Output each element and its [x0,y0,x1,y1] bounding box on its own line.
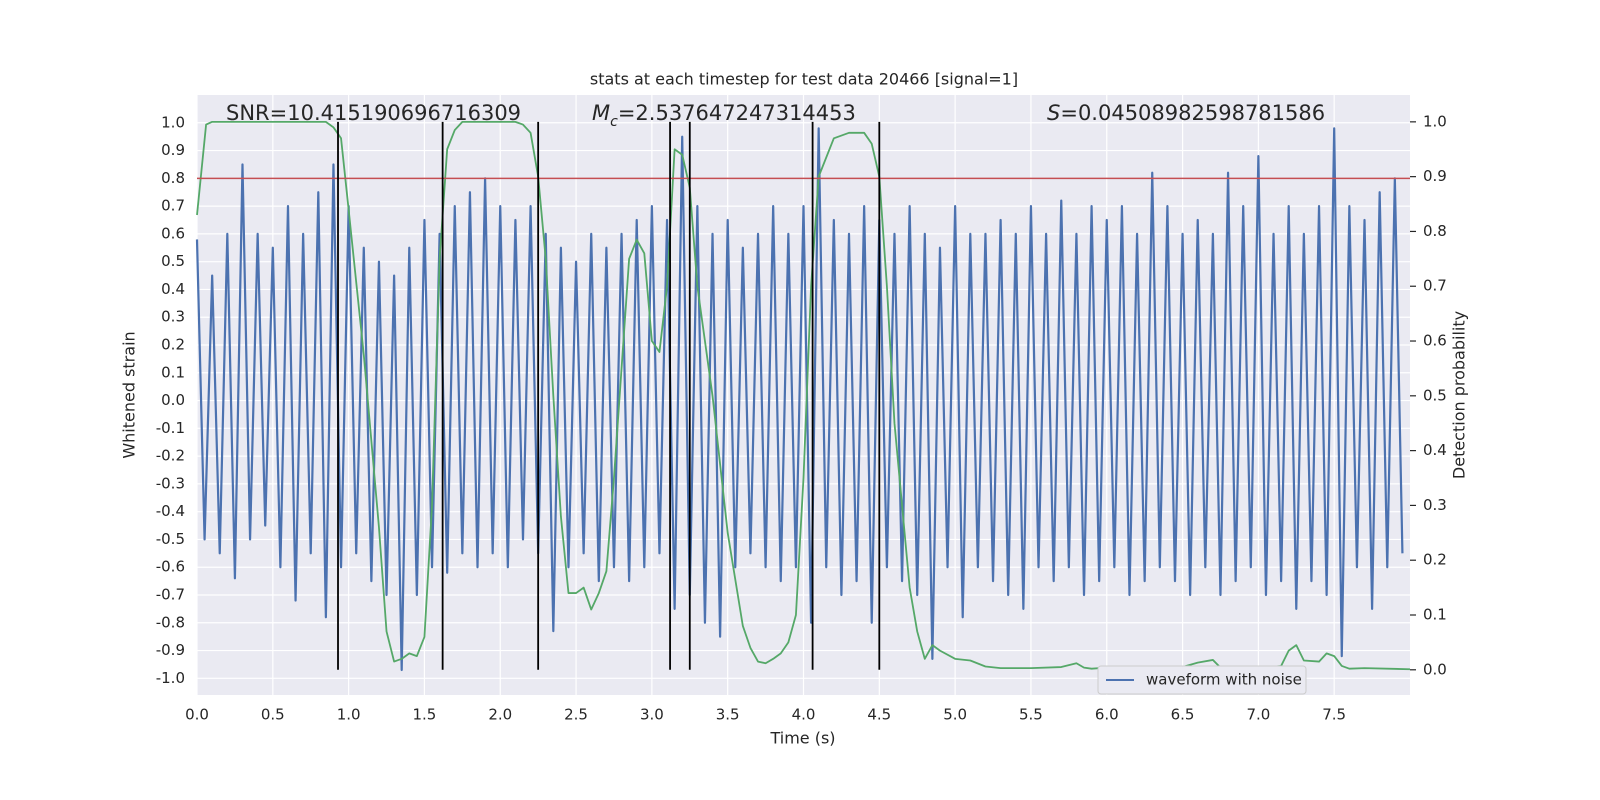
y2-tick-label: 0.2 [1423,551,1447,569]
marks [195,120,1411,672]
y-tick-label: 0.8 [161,169,185,187]
y-tick-label: 0.4 [161,280,185,298]
legend-box [1097,665,1307,695]
y2-tick-label: 0.5 [1423,386,1447,404]
x-tick-label: 6.0 [1095,706,1119,724]
x-tick-label: 0.5 [261,706,285,724]
y2-tick-label: 0.6 [1423,332,1447,350]
y-axis-label: Whitened strain [120,331,139,458]
x-tick-label: 7.0 [1246,706,1270,724]
x-tick-label: 5.0 [943,706,967,724]
y-tick-label: -0.5 [156,530,185,548]
annotation: SNR=10.415190696716309 [226,101,521,125]
y2-tick-label: 0.7 [1423,277,1447,295]
y2-tick-label: 0.0 [1423,660,1447,678]
waveform-line [195,127,1404,672]
y-tick-label: 0.1 [161,363,185,381]
x-tick-label: 7.5 [1322,706,1346,724]
y2-tick-label: 1.0 [1423,112,1447,130]
y2-tick-label: 0.9 [1423,167,1447,185]
y-tick-label: -0.4 [156,502,185,520]
y-tick-label: 0.6 [161,224,185,242]
x-tick-label: 3.5 [716,706,740,724]
y-tick-label: 0.9 [161,141,185,159]
axes: 0.0 0.5 1.0 1.5 2.0 2.5 3.0 3.5 4.0 4.5 5.0 5.5 6.0 6… [156,112,1447,723]
y-tick-label: -0.9 [156,641,185,659]
y-tick-label: -0.1 [156,419,185,437]
y-tick-label: -0.2 [156,447,185,465]
y2-tick-label: 0.4 [1423,441,1447,459]
y-tick-label: 0.5 [161,252,185,270]
x-tick-label: 1.0 [337,706,361,724]
y-tick-label: 1.0 [161,113,185,131]
y2-tick-label: 0.8 [1423,222,1447,240]
x-tick-label: 1.5 [413,706,437,724]
y-tick-label: 0.3 [161,308,185,326]
y-tick-label: -0.3 [156,474,185,492]
x-tick-label: 3.0 [640,706,664,724]
chart-title: stats at each timestep for test data 204… [590,70,1018,89]
y-tick-label: 0.2 [161,336,185,354]
y2-tick-label: 0.1 [1423,606,1447,624]
legend: waveform with noise [1097,665,1307,695]
x-tick-label: 4.5 [867,706,891,724]
y-tick-label: -0.8 [156,613,185,631]
x-tick-label: 0.0 [185,706,209,724]
annotation-subscript: c [610,114,618,130]
annotation-symbol: S [1047,101,1060,125]
annotation-text: =0.04508982598781586 [1060,101,1325,125]
y2-axis-label: Detection probability [1450,311,1469,479]
annotation-text: =2.537647247314453 [618,101,856,125]
annotation: Mc=2.537647247314453 [592,101,856,130]
x-tick-label: 2.0 [488,706,512,724]
x-tick-label: 4.0 [792,706,816,724]
x-tick-label: 2.5 [564,706,588,724]
annotation-symbol: M [592,101,610,125]
y2-tick-label: 0.3 [1423,496,1447,514]
y-tick-label: -1.0 [156,669,185,687]
y-tick-label: 0.0 [161,391,185,409]
y-tick-label: -0.6 [156,558,185,576]
x-tick-label: 6.5 [1171,706,1195,724]
annotation: S=0.04508982598781586 [1047,101,1325,125]
x-axis-label: Time (s) [769,729,835,748]
legend-label: waveform with noise [1146,671,1302,689]
y-tick-label: 0.7 [161,197,185,215]
y-tick-label: -0.7 [156,586,185,604]
x-tick-label: 5.5 [1019,706,1043,724]
